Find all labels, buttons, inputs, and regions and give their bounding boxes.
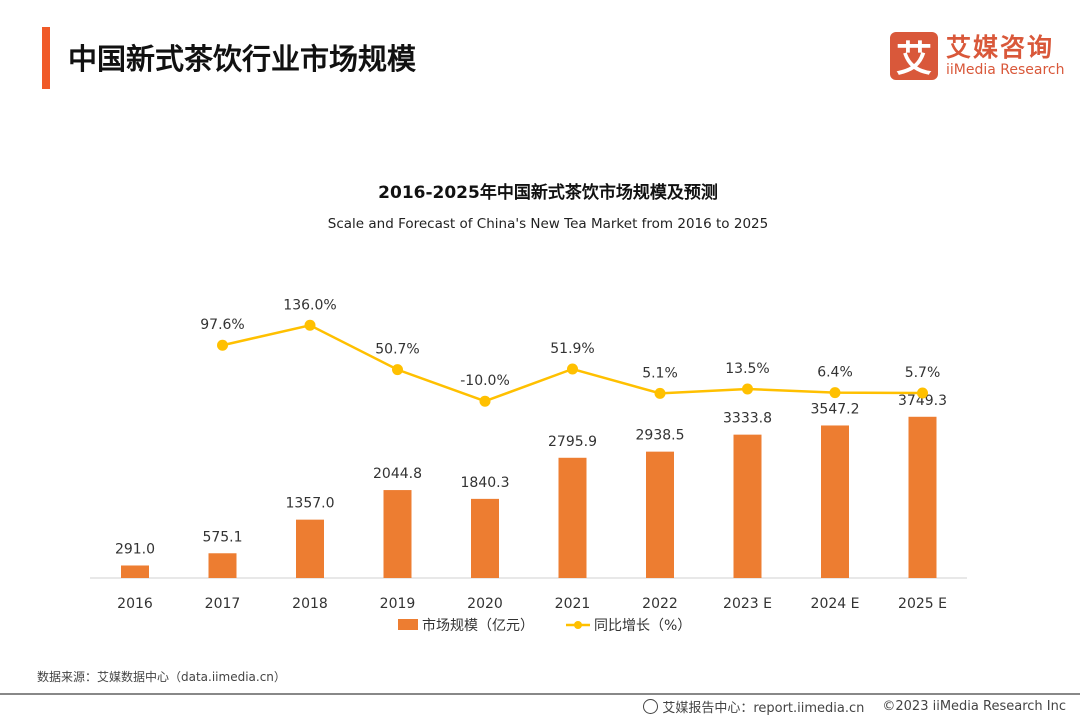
legend: 市场规模（亿元） 同比增长（%） <box>398 617 691 634</box>
bar <box>208 553 237 578</box>
x-tick-label: 2020 <box>467 596 503 612</box>
line-point <box>479 395 491 407</box>
footer-divider <box>0 693 1080 695</box>
logo-en: iiMedia Research <box>946 62 1065 78</box>
line-data-label: 5.7% <box>905 365 941 381</box>
bar <box>821 425 849 578</box>
copyright: ©2023 iiMedia Research Inc <box>882 699 1066 714</box>
bar <box>121 565 149 578</box>
line-point <box>304 319 316 331</box>
bar-data-label: 3547.2 <box>811 401 860 417</box>
logo: 艾 艾媒咨询 iiMedia Research <box>890 32 1065 80</box>
logo-cn: 艾媒咨询 <box>946 33 1055 62</box>
bar <box>733 434 762 578</box>
page-title: 中国新式茶饮行业市场规模 <box>68 42 417 76</box>
x-tick-label: 2023 E <box>723 596 772 612</box>
bar-data-label: 3333.8 <box>723 411 772 427</box>
line-point <box>829 387 841 399</box>
logo-mark: 艾 <box>890 32 938 80</box>
legend-bar-swatch <box>398 619 418 630</box>
data-source: 数据来源：艾媒数据中心（data.iimedia.cn） <box>37 670 286 684</box>
line-point <box>217 339 228 351</box>
legend-line-marker <box>574 621 582 629</box>
report-link[interactable]: 艾媒报告中心：report.iimedia.cn <box>643 697 864 716</box>
x-tick-label: 2022 <box>642 596 678 612</box>
bar <box>558 457 587 578</box>
line-data-label: 6.4% <box>817 365 853 381</box>
globe-icon <box>643 699 659 714</box>
bar-data-label: 291.0 <box>115 541 155 557</box>
x-tick-label: 2024 E <box>811 596 860 612</box>
legend-line-label: 同比增长（%） <box>594 618 691 634</box>
chart-title: 2016-2025年中国新式茶饮市场规模及预测 <box>378 182 718 203</box>
bar-data-label: 2795.9 <box>548 434 597 450</box>
x-tick-label: 2018 <box>292 596 328 612</box>
line-point <box>392 364 403 376</box>
line-point <box>742 383 753 395</box>
legend-bar-label: 市场规模（亿元） <box>422 617 534 634</box>
chart-subtitle: Scale and Forecast of China's New Tea Ma… <box>328 216 768 232</box>
x-tick-label: 2017 <box>205 596 241 612</box>
line-data-label: 13.5% <box>725 361 769 377</box>
bar <box>646 451 674 578</box>
bar-data-label: 2044.8 <box>373 466 422 482</box>
line-point <box>654 387 666 399</box>
bar-data-label: 3749.3 <box>898 393 947 409</box>
bar-data-label: 575.1 <box>202 529 242 545</box>
bar-data-label: 1357.0 <box>286 496 335 512</box>
growth-line <box>222 323 923 403</box>
bar <box>383 490 412 578</box>
line-data-label: 5.1% <box>642 365 678 381</box>
bar <box>296 519 324 578</box>
x-tick-label: 2025 E <box>898 596 947 612</box>
line-data-label: 97.6% <box>200 317 244 333</box>
line-point <box>917 387 928 399</box>
line-data-label: 136.0% <box>283 297 336 313</box>
bar-data-label: 1840.3 <box>461 475 510 491</box>
chart: 2016-2025年中国新式茶饮市场规模及预测 Scale and Foreca… <box>90 182 967 634</box>
x-tick-label: 2016 <box>117 596 153 612</box>
bar <box>908 416 937 578</box>
line-data-label: 50.7% <box>375 342 419 358</box>
x-tick-label: 2019 <box>380 596 416 612</box>
line-data-label: -10.0% <box>460 373 510 389</box>
line-data-label: 51.9% <box>550 341 594 357</box>
title-accent-bar <box>42 27 50 89</box>
x-tick-label: 2021 <box>555 596 591 612</box>
line-point <box>567 363 578 375</box>
bar <box>471 498 499 578</box>
bar-data-label: 2938.5 <box>636 428 685 444</box>
